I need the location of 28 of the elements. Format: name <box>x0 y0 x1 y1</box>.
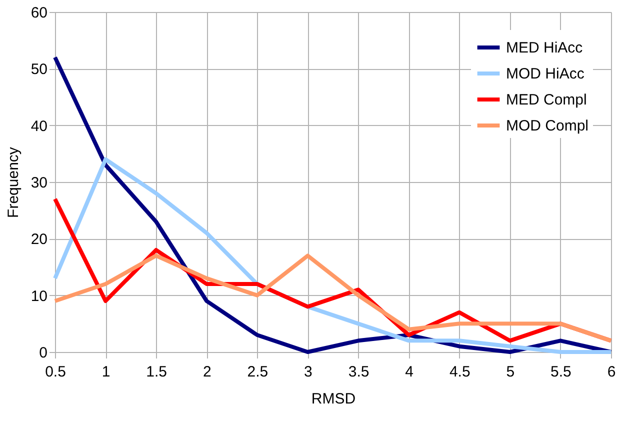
legend-label: MED Compl <box>506 92 587 108</box>
legend-label: MED HiAcc <box>506 40 584 56</box>
y-tick-label: 0 <box>39 344 48 362</box>
x-tick-label: 0.5 <box>45 364 66 380</box>
y-tick-label: 50 <box>30 61 48 78</box>
y-tick-label: 30 <box>30 174 48 192</box>
x-tick-label: 1.5 <box>146 364 168 380</box>
y-tick-label: 60 <box>30 4 48 22</box>
x-tick-label: 2.5 <box>247 364 268 380</box>
y-tick-label: 40 <box>30 118 48 135</box>
legend-label: MOD HiAcc <box>506 66 585 82</box>
y-tick-label: 20 <box>30 231 48 248</box>
x-tick-label: 3 <box>304 364 312 380</box>
line-series <box>53 55 613 354</box>
x-tick-label: 5 <box>506 364 515 380</box>
line-series <box>53 157 613 354</box>
x-tick-label: 4 <box>405 364 414 380</box>
x-tick-label: 5.5 <box>550 364 572 380</box>
x-tick-label: 2 <box>202 364 212 380</box>
line-series <box>53 254 613 343</box>
x-tick-label: 4.5 <box>449 364 470 380</box>
x-axis-title: RMSD <box>311 390 356 408</box>
y-axis-title: Frequency <box>4 146 22 218</box>
x-tick-label: 6 <box>607 364 616 380</box>
legend-label: MOD Compl <box>506 118 589 134</box>
y-tick-label: 10 <box>30 288 48 305</box>
x-tick-label: 1 <box>102 364 110 380</box>
x-tick-label: 3.5 <box>348 364 370 380</box>
